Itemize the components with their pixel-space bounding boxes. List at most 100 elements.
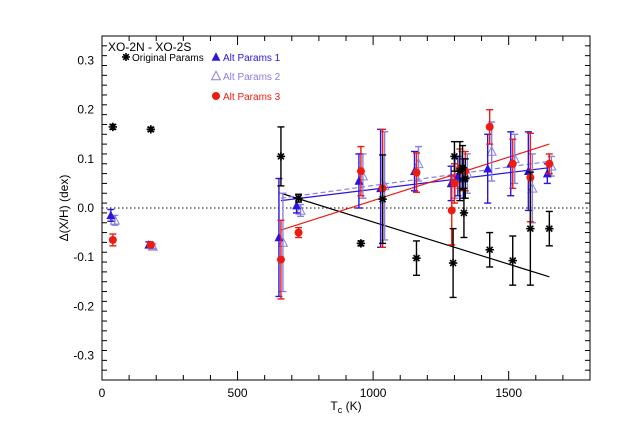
alt3-data-point [485,109,494,145]
original-marker-stroke [357,239,365,247]
data-points [106,109,557,300]
alt3-data-point [356,145,365,197]
original-marker [448,258,458,268]
alt3-legend-entry: Alt Params 3 [212,92,281,103]
original-marker [450,152,459,161]
original-data-point [356,239,366,248]
original-data-point [448,227,458,299]
original-marker [508,256,517,265]
original-legend-label: Original Params [132,53,204,64]
original-data-point [461,158,470,199]
original-marker [276,152,286,161]
original-marker-stroke [461,174,469,183]
x-axis-label-main: T [330,399,338,413]
original-marker-stroke [295,194,303,202]
original-marker [461,174,470,183]
original-marker-stroke [460,209,468,217]
alt2-fit-line [280,160,550,199]
original-marker-stroke [459,164,467,172]
alt1-data-point [106,208,116,222]
axis-ticks: 0 500 1000 1500 -0.3 -0.2 -0.1 0.0 0.1 0.2 0.3 [73,35,591,400]
original-marker-stroke [412,254,421,262]
original-marker [459,208,469,218]
original-data-point [526,171,535,286]
original-marker-stroke [147,125,155,133]
original-data-point [508,235,517,286]
alt3-marker [412,168,421,177]
x-tick-label: 1500 [495,386,522,400]
original-data-point [378,154,387,245]
alt2-marker [295,204,306,215]
legend: Original Params Alt Params 1 Alt Params 2 A… [122,52,281,103]
original-marker-stroke [379,195,387,203]
alt2-legend-entry: Alt Params 2 [210,70,281,83]
original-marker-stroke [545,225,553,233]
alt3-marker [447,206,456,215]
original-marker [545,224,554,233]
alt3-marker [294,228,303,237]
alt3-legend-label: Alt Params 3 [223,92,281,103]
alt2-legend-marker [210,70,222,81]
alt3-marker [508,159,517,168]
alt3-marker [356,167,365,176]
y-tick-label: -0.1 [73,250,94,264]
alt3-data-point [108,233,117,247]
original-data-point [459,187,469,239]
original-marker-stroke [526,225,534,233]
alt1-marker [274,232,284,242]
alt3-legend-marker [212,92,220,100]
x-axis-label: Tc (K) [330,399,361,415]
y-tick-label: -0.3 [73,348,94,362]
alt3-data-point [294,226,303,239]
alt3-data-point [545,153,554,175]
alt3-marker [146,240,155,249]
original-marker [412,253,421,263]
alt3-data-point [412,152,421,193]
y-tick-label: 0.1 [77,152,94,166]
original-marker-stroke [450,152,458,160]
x-axis-label-unit: (K) [342,399,361,413]
alt1-marker [292,200,301,210]
alt3-marker [108,235,117,244]
alt1-data-point [274,177,284,298]
x-tick-label: 0 [99,386,106,400]
original-marker-stroke [277,152,285,160]
x-tick-label: 500 [228,386,248,400]
alt1-marker [354,176,364,185]
alt3-marker [485,122,494,131]
original-marker [485,245,494,254]
alt2-data-point [509,133,520,185]
original-marker-stroke [109,123,117,131]
original-legend-entry: Original Params [122,53,204,64]
x-tick-label: 1000 [360,386,387,400]
original-data-point [485,231,494,268]
alt1-legend-label: Alt Params 1 [223,53,281,64]
original-marker-stroke [449,259,457,267]
original-marker [108,122,118,132]
original-marker [356,239,366,248]
alt1-legend-entry: Alt Params 1 [211,52,281,64]
original-marker-stroke [486,246,494,254]
y-axis-label: Δ(X/H) (dex) [57,175,71,242]
original-data-point [545,210,554,247]
alt1-marker [106,210,116,220]
alt2-marker [486,145,497,156]
alt1-legend-marker [211,52,221,61]
original-legend-marker-stroke [122,53,130,61]
original-marker [146,125,155,134]
alt1-data-point [354,153,364,209]
alt3-data-point [146,240,155,249]
alt3-marker [545,159,554,168]
alt2-legend-label: Alt Params 2 [223,72,281,83]
y-tick-label: 0.3 [77,54,94,68]
alt3-data-point [508,138,517,190]
alt3-data-point [276,219,285,300]
original-legend-marker [122,53,130,61]
original-data-point [294,193,303,203]
original-marker [378,194,387,204]
original-data-point [412,240,421,277]
original-marker [294,193,303,203]
alt1-marker [483,163,493,173]
original-fit-line [280,192,550,278]
